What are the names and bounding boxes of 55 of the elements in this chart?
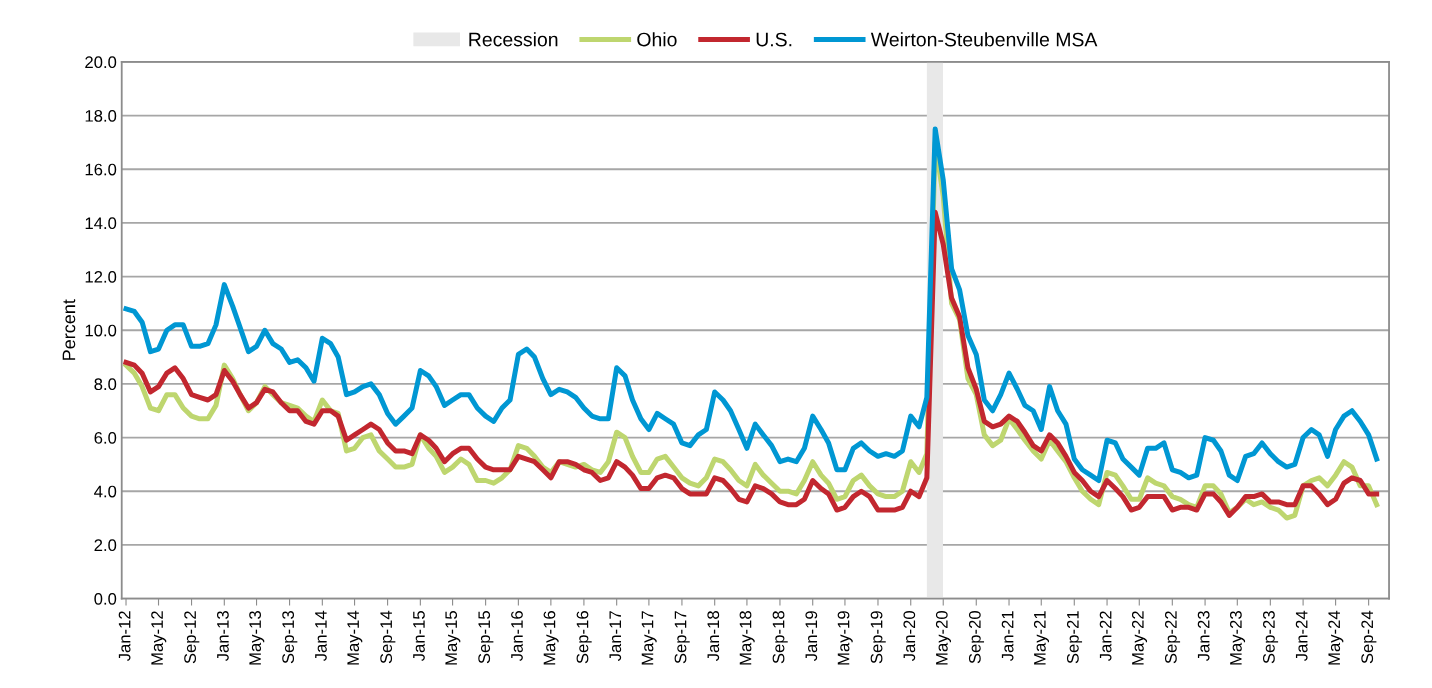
x-tick-label: May-17: [641, 611, 657, 665]
y-tick-label: 14.0: [85, 217, 117, 230]
y-tick-label: 18.0: [85, 109, 117, 122]
x-tick-label: Sep-12: [184, 611, 200, 664]
x-tick-label: May-22: [1131, 611, 1148, 665]
x-tick-label: Jan-19: [805, 611, 818, 662]
x-tick-label: May-13: [249, 611, 265, 665]
x-tick-label: Sep-13: [282, 611, 298, 664]
x-tick-label: Jan-22: [1099, 611, 1112, 662]
x-tick-label: Jan-16: [511, 611, 523, 662]
x-tick-label: Jan-20: [903, 611, 916, 662]
x-tick-label: Sep-18: [772, 611, 788, 664]
x-tick-label: May-12: [151, 611, 167, 665]
x-tick-label: Jan-17: [609, 611, 622, 662]
x-tick-label: Sep-24: [1361, 610, 1377, 664]
x-tick-label: Sep-16: [576, 611, 592, 664]
x-tick-label: May-15: [445, 611, 461, 665]
x-tick-label: Jan-12: [118, 611, 131, 662]
x-tick-label: Sep-15: [478, 611, 494, 664]
legend-label: Weirton-Steubenville MSA: [870, 32, 1098, 47]
x-tick-label: Jan-18: [707, 611, 720, 662]
x-tick-label: Jan-15: [413, 611, 425, 662]
y-tick-label: 8.0: [94, 378, 117, 391]
legend-label: Ohio: [637, 32, 677, 47]
x-tick-label: Sep-19: [870, 611, 886, 664]
y-tick-label: 16.0: [85, 163, 117, 176]
y-tick-label: 4.0: [94, 485, 117, 498]
legend-label: U.S.: [756, 32, 792, 47]
x-tick-label: May-19: [837, 611, 853, 665]
x-tick-label: Sep-14: [380, 610, 396, 664]
y-tick-label: 2.0: [94, 539, 117, 552]
x-tick-label: May-18: [739, 611, 755, 665]
legend-label: Recession: [469, 32, 558, 47]
x-tick-label: Jan-23: [1197, 611, 1210, 662]
x-tick-label: Sep-17: [674, 611, 690, 664]
x-tick-label: Sep-23: [1263, 611, 1279, 664]
x-tick-label: Jan-21: [1001, 611, 1014, 662]
x-tick-label: Sep-20: [968, 611, 985, 664]
y-tick-label: 6.0: [94, 431, 117, 444]
x-tick-label: May-20: [935, 611, 951, 665]
y-tick-label: 0.0: [94, 592, 117, 605]
x-tick-label: May-16: [543, 611, 559, 665]
y-axis-title: Percent: [62, 299, 76, 360]
x-tick-label: Jan-13: [216, 611, 229, 662]
y-tick-label: 20.0: [85, 56, 117, 69]
x-tick-label: May-24: [1328, 610, 1344, 665]
x-tick-label: Jan-14: [315, 610, 327, 662]
x-tick-label: May-23: [1229, 611, 1246, 665]
x-tick-label: Sep-22: [1164, 611, 1181, 664]
x-tick-label: May-21: [1033, 611, 1050, 665]
y-tick-label: 12.0: [85, 270, 117, 283]
x-tick-label: Jan-24: [1295, 610, 1308, 662]
y-tick-label: 10.0: [85, 324, 117, 337]
x-tick-label: Sep-21: [1066, 611, 1083, 664]
x-tick-label: May-14: [347, 610, 363, 665]
